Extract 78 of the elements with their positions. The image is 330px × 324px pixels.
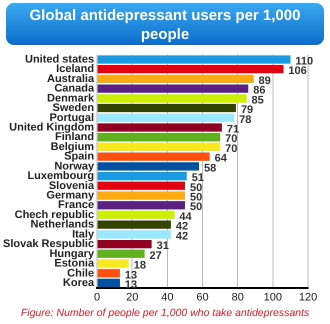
bar [98, 55, 290, 64]
y-tick-label: Slovenia [48, 180, 95, 192]
y-tick-label: Iceland [56, 63, 94, 76]
data-label: 70 [225, 142, 238, 155]
data-label: 42 [176, 230, 188, 242]
bar [98, 269, 120, 278]
chart-title: Global antidepressant users per 1,000 people [6, 3, 324, 45]
bar [98, 250, 145, 258]
bar [98, 104, 236, 112]
y-tick-label: Sweden [52, 102, 94, 114]
y-tick-label: Chile [67, 267, 94, 280]
data-label: 58 [204, 162, 216, 174]
y-tick-label: Belgium [50, 140, 94, 153]
bar [98, 94, 246, 102]
data-label: 86 [253, 84, 266, 97]
bar [98, 84, 248, 93]
text: Figure: Number of people per 1,000 who take antidepressants [20, 307, 310, 319]
y-tick-label: Luxembourg [27, 170, 94, 182]
data-label: 51 [192, 172, 204, 184]
y-tick-label: Hungary [49, 248, 95, 260]
y-tick-label: United Kingdom [9, 122, 94, 134]
y-tick-label: Netherlands [30, 218, 94, 231]
data-label: 70 [225, 133, 238, 146]
y-tick-label: Italy [72, 228, 95, 240]
bar [98, 182, 185, 190]
y-tick-label: Finland [54, 131, 94, 144]
data-label: 31 [156, 240, 169, 252]
bar [98, 201, 185, 210]
y-tick-label: United states [25, 53, 94, 66]
data-label: 106 [288, 65, 307, 78]
x-tick-label: 120 [298, 291, 318, 304]
bar [98, 259, 129, 268]
data-label: 89 [258, 74, 271, 87]
y-tick-label: Chech republic [14, 208, 94, 221]
data-label: 13 [124, 269, 138, 282]
bar [98, 162, 200, 170]
y-tick-label: Germany [46, 190, 95, 202]
y-tick-label: Norway [54, 160, 95, 172]
x-tick-label: 0 [94, 291, 100, 304]
bar [98, 172, 187, 180]
x-tick-label: 80 [232, 291, 244, 304]
y-tick-label: Portugal [49, 112, 94, 124]
data-label: 110 [295, 55, 314, 68]
data-label: 27 [150, 250, 162, 262]
data-label: 44 [179, 210, 193, 223]
bar [98, 210, 174, 220]
x-tick-label: 20 [126, 291, 138, 304]
y-tick-label: Spain [64, 150, 94, 163]
x-tick-label: 60 [196, 291, 209, 304]
bar [98, 230, 171, 238]
data-label: 50 [190, 201, 202, 214]
bar [98, 123, 222, 132]
x-tick-label: 40 [161, 291, 174, 304]
bar [98, 220, 171, 229]
y-tick-label: France [58, 199, 94, 212]
y-tick-label: Slovak Respublic [2, 238, 94, 250]
y-tick-label: Korea [62, 276, 95, 289]
bar [98, 278, 120, 288]
data-label: 18 [134, 260, 146, 272]
bar [98, 74, 254, 84]
bar [98, 133, 220, 142]
y-tick-label: Denmark [47, 92, 95, 104]
bar [98, 191, 185, 200]
data-label: 42 [176, 220, 188, 233]
y-tick-label: Canada [54, 82, 95, 95]
x-tick-label: 100 [264, 291, 282, 304]
y-tick-label: Estonia [54, 258, 95, 270]
data-label: 79 [240, 104, 254, 116]
bar [98, 142, 220, 152]
bar [98, 114, 234, 122]
data-label: 50 [190, 182, 202, 194]
data-label: 78 [239, 114, 252, 126]
bar [98, 240, 152, 248]
bar [98, 65, 284, 74]
data-label: 85 [251, 94, 264, 106]
y-tick-label: Australia [47, 72, 95, 85]
data-label: 64 [214, 152, 228, 165]
bar [98, 152, 210, 161]
